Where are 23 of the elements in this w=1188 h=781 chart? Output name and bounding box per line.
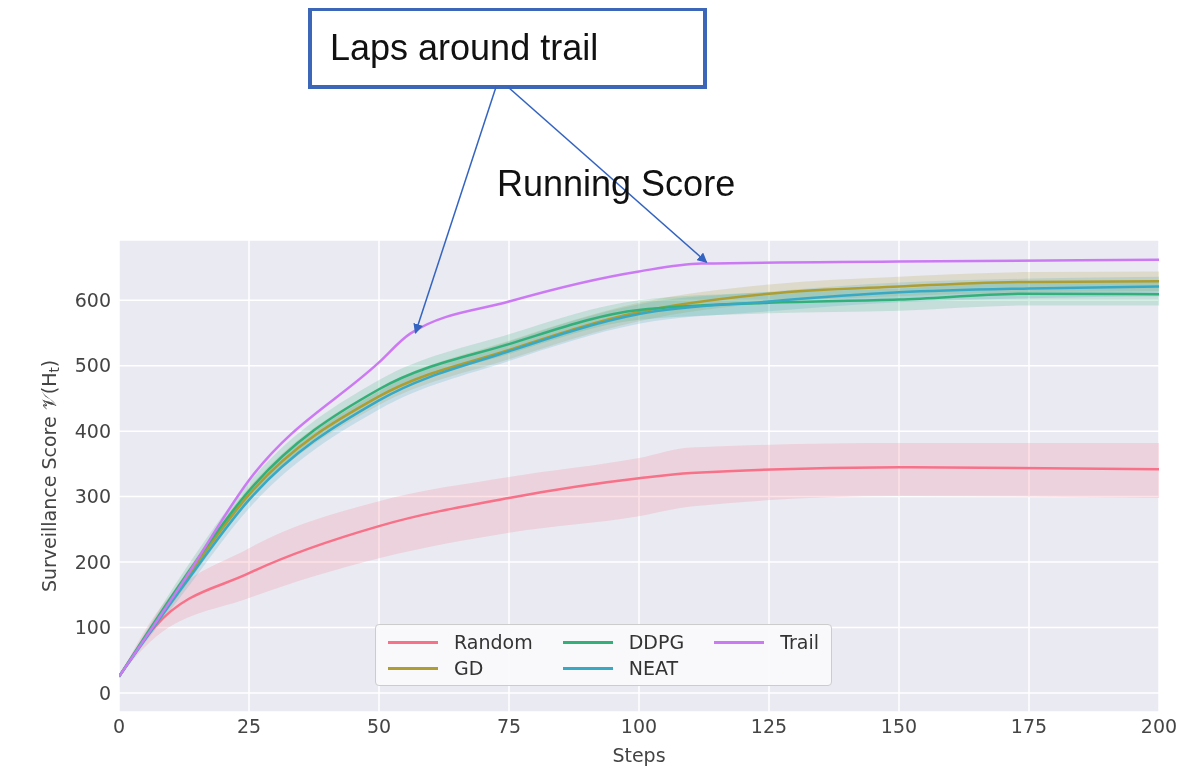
legend-label: GD	[454, 657, 484, 679]
x-axis-title: Steps	[612, 744, 666, 766]
x-tick-label: 125	[750, 715, 788, 738]
y-tick-label: 0	[98, 681, 111, 704]
x-tick-label: 75	[496, 715, 522, 738]
x-tick-label: 150	[880, 715, 918, 738]
legend-label: NEAT	[628, 657, 679, 679]
legend-label: DDPG	[628, 631, 685, 653]
y-tick-label: 400	[74, 419, 111, 442]
x-tick-label: 175	[1010, 715, 1048, 738]
x-tick-label: 50	[366, 715, 392, 738]
legend-label: Trail	[780, 631, 819, 653]
x-tick-label: 200	[1140, 715, 1178, 738]
y-tick-label: 600	[74, 288, 111, 311]
y-tick-label: 500	[74, 354, 111, 377]
y-tick-label: 100	[74, 616, 111, 639]
x-tick-label: 25	[236, 715, 262, 738]
x-tick-label: 0	[112, 715, 126, 738]
legend-label: Random	[454, 631, 533, 653]
y-tick-label: 200	[74, 550, 111, 573]
x-tick-label: 100	[620, 715, 658, 738]
annotation: Laps around trail	[330, 27, 599, 68]
y-tick-label: 300	[74, 485, 111, 508]
